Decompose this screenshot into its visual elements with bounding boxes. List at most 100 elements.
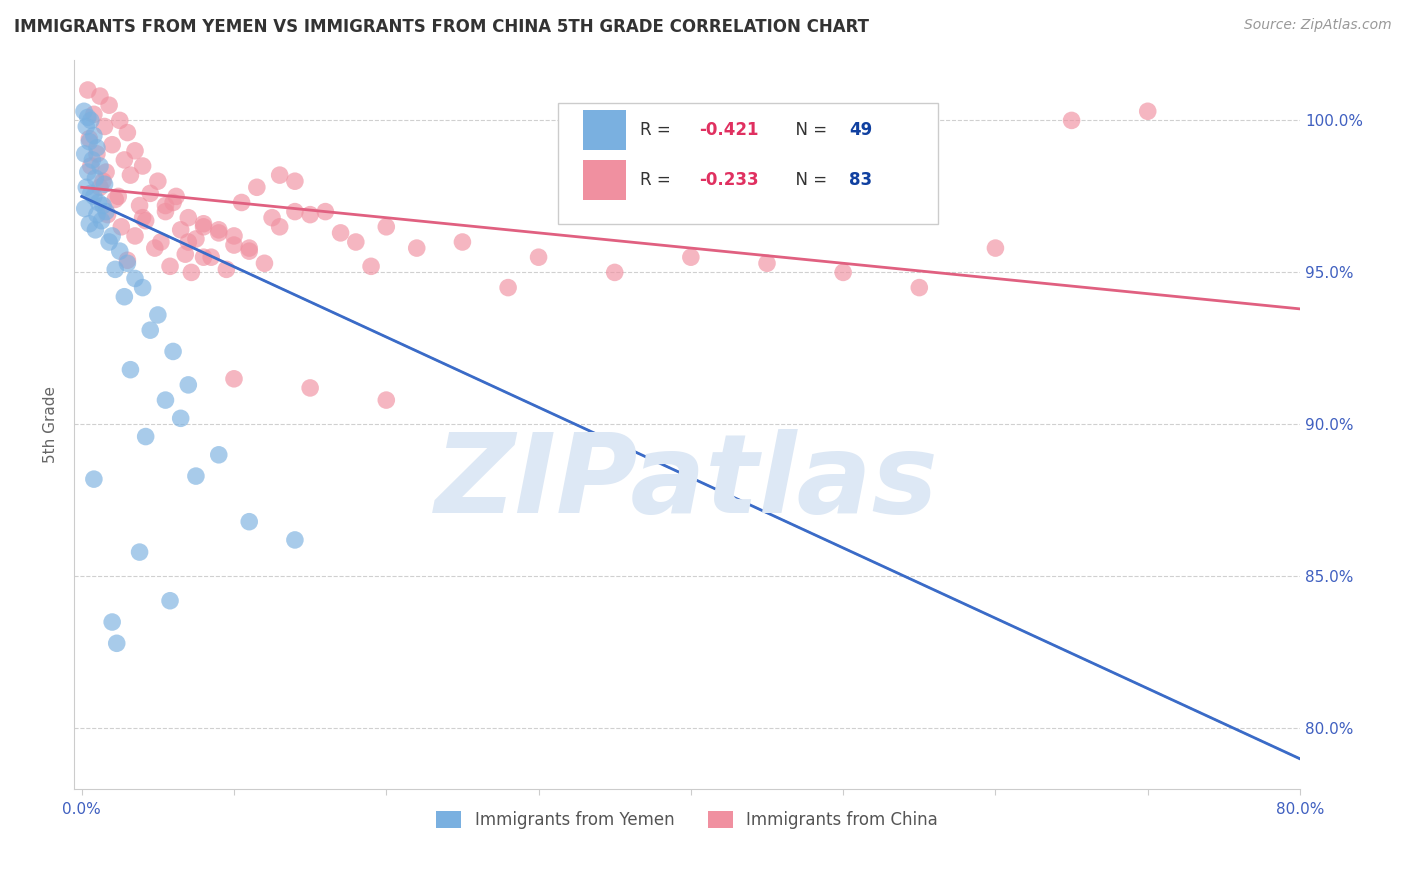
Point — [284, 204, 307, 219]
Point — [155, 198, 177, 212]
Point — [128, 545, 150, 559]
Point — [208, 448, 231, 462]
Point — [269, 168, 291, 182]
Point — [83, 128, 105, 143]
Text: N =: N = — [785, 170, 832, 189]
Point — [299, 381, 322, 395]
Point — [451, 235, 474, 249]
Point — [89, 180, 111, 194]
Point — [86, 208, 108, 222]
Point — [984, 241, 1007, 255]
Point — [101, 228, 124, 243]
Point — [89, 159, 111, 173]
Point — [208, 223, 231, 237]
Point — [527, 250, 550, 264]
Point — [496, 280, 519, 294]
Point — [180, 265, 202, 279]
Text: R =: R = — [641, 121, 676, 139]
Point — [314, 204, 336, 219]
FancyBboxPatch shape — [558, 103, 938, 224]
Text: 49: 49 — [849, 121, 872, 139]
Point — [284, 174, 307, 188]
Point — [284, 533, 307, 547]
Text: -0.233: -0.233 — [699, 170, 759, 189]
Point — [73, 202, 96, 216]
Point — [208, 226, 231, 240]
Point — [79, 135, 101, 149]
Point — [98, 98, 121, 112]
Point — [149, 235, 172, 249]
Point — [200, 250, 222, 264]
Point — [253, 256, 276, 270]
Point — [193, 217, 215, 231]
Point — [155, 393, 177, 408]
Point — [117, 126, 139, 140]
Point — [143, 241, 166, 255]
Point — [83, 472, 105, 486]
Text: R =: R = — [641, 170, 676, 189]
Point — [262, 211, 284, 225]
Point — [405, 241, 427, 255]
Point — [91, 174, 114, 188]
Point — [75, 180, 97, 194]
Point — [82, 153, 104, 167]
Point — [135, 213, 157, 227]
Point — [159, 593, 181, 607]
Point — [222, 238, 245, 252]
Point — [86, 146, 108, 161]
Point — [93, 120, 115, 134]
Point — [139, 323, 162, 337]
Point — [360, 260, 382, 274]
Point — [110, 219, 132, 234]
Point — [146, 174, 169, 188]
Point — [105, 636, 128, 650]
Point — [131, 159, 153, 173]
Point — [112, 153, 135, 167]
Point — [177, 377, 200, 392]
Point — [193, 250, 215, 264]
Point — [76, 83, 98, 97]
Point — [79, 131, 101, 145]
Point — [83, 107, 105, 121]
Point — [246, 180, 269, 194]
Point — [124, 144, 146, 158]
Point — [124, 228, 146, 243]
Point — [128, 198, 150, 212]
Point — [139, 186, 162, 201]
Point — [76, 111, 98, 125]
Point — [177, 211, 200, 225]
Text: ZIPatlas: ZIPatlas — [436, 429, 939, 536]
Point — [184, 469, 207, 483]
Point — [238, 244, 260, 259]
Point — [162, 195, 184, 210]
Point — [155, 204, 177, 219]
Point — [135, 429, 157, 443]
Point — [84, 171, 107, 186]
Point — [76, 165, 98, 179]
Point — [75, 120, 97, 134]
Point — [238, 241, 260, 255]
Point — [162, 344, 184, 359]
Point — [170, 411, 193, 425]
Point — [222, 372, 245, 386]
Point — [84, 223, 107, 237]
Point — [159, 260, 181, 274]
Text: 83: 83 — [849, 170, 872, 189]
Point — [299, 208, 322, 222]
Point — [193, 219, 215, 234]
Point — [375, 393, 398, 408]
Point — [238, 515, 260, 529]
Point — [73, 146, 96, 161]
Point — [222, 228, 245, 243]
Point — [108, 113, 131, 128]
Point — [184, 232, 207, 246]
FancyBboxPatch shape — [583, 160, 626, 200]
Point — [86, 141, 108, 155]
Text: N =: N = — [785, 121, 832, 139]
Point — [107, 189, 129, 203]
Point — [97, 208, 120, 222]
Point — [79, 217, 101, 231]
Point — [98, 235, 121, 249]
Point — [679, 250, 702, 264]
Point — [165, 189, 187, 203]
